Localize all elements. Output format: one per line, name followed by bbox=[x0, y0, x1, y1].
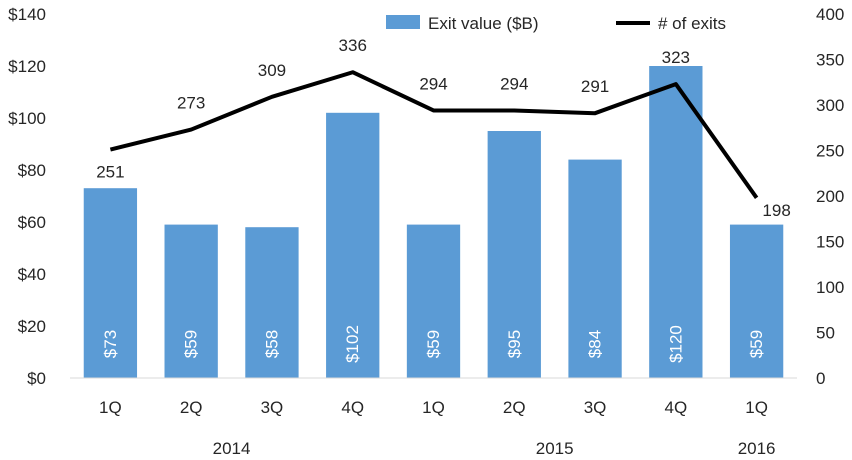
line-data-label: 336 bbox=[339, 36, 367, 55]
bar bbox=[487, 131, 541, 378]
line-data-label: 251 bbox=[96, 163, 124, 182]
left-axis-tick-label: $60 bbox=[18, 213, 46, 232]
bar bbox=[83, 188, 138, 378]
x-axis-tick-label: 2Q bbox=[503, 398, 526, 417]
x-axis-tick-label: 3Q bbox=[584, 398, 607, 417]
bar bbox=[568, 159, 622, 378]
bar-series bbox=[83, 66, 784, 379]
legend-bar-label: Exit value ($B) bbox=[428, 14, 539, 33]
bar bbox=[729, 224, 784, 378]
bar bbox=[245, 227, 299, 378]
line-data-label: 291 bbox=[581, 77, 609, 96]
right-axis-tick-label: 350 bbox=[816, 51, 844, 70]
x-axis-year-label: 2014 bbox=[213, 439, 251, 458]
x-axis-year-label: 2015 bbox=[536, 439, 574, 458]
bar-data-label: $59 bbox=[424, 330, 443, 358]
right-axis-tick-label: 100 bbox=[816, 278, 844, 297]
right-axis-tick-label: 50 bbox=[816, 324, 835, 343]
x-axis-year-label: 2016 bbox=[738, 439, 776, 458]
legend-bar-swatch bbox=[386, 15, 420, 29]
bar-data-label: $84 bbox=[586, 330, 605, 358]
left-axis-tick-label: $100 bbox=[8, 109, 46, 128]
x-axis-tick-label: 1Q bbox=[422, 398, 445, 417]
line-series bbox=[109, 70, 759, 199]
bar bbox=[326, 112, 380, 379]
x-axis-tick-label: 2Q bbox=[180, 398, 203, 417]
left-axis-tick-label: $120 bbox=[8, 57, 46, 76]
line-data-labels: 251 273 309 336 294 294 291 323 198 bbox=[96, 36, 791, 220]
line-data-label: 273 bbox=[177, 94, 205, 113]
right-axis-tick-label: 0 bbox=[816, 369, 825, 388]
left-axis-tick-label: $140 bbox=[8, 5, 46, 24]
x-axis-tick-label: 1Q bbox=[99, 398, 122, 417]
line-data-label: 323 bbox=[662, 48, 690, 67]
x-axis-tick-label: 4Q bbox=[664, 398, 687, 417]
right-axis: 0 50 100 150 200 250 300 350 400 bbox=[816, 5, 844, 388]
right-axis-tick-label: 300 bbox=[816, 96, 844, 115]
bar bbox=[164, 224, 218, 378]
left-axis-tick-label: $0 bbox=[27, 369, 46, 388]
bar-data-label: $120 bbox=[666, 325, 685, 363]
right-axis-tick-label: 150 bbox=[816, 233, 844, 252]
left-axis: $0 $20 $40 $60 $80 $100 $120 $140 bbox=[8, 5, 46, 388]
x-axis-tick-label: 1Q bbox=[745, 398, 768, 417]
left-axis-tick-label: $40 bbox=[18, 265, 46, 284]
x-axis: 1Q 2Q 3Q 4Q 1Q 2Q 3Q 4Q 1Q 2014 2015 2016 bbox=[70, 377, 797, 458]
bar bbox=[649, 66, 703, 378]
bar-data-label: $102 bbox=[343, 325, 362, 363]
right-axis-tick-label: 250 bbox=[816, 142, 844, 161]
left-axis-tick-label: $80 bbox=[18, 161, 46, 180]
line-data-label: 294 bbox=[500, 74, 528, 93]
left-axis-tick-label: $20 bbox=[18, 317, 46, 336]
x-axis-tick-label: 4Q bbox=[341, 398, 364, 417]
right-axis-tick-label: 200 bbox=[816, 187, 844, 206]
bar-data-labels: $73 $59 $58 $102 $59 $95 $84 $120 $59 bbox=[101, 325, 766, 363]
legend: Exit value ($B) # of exits bbox=[386, 14, 726, 33]
bar-data-label: $58 bbox=[262, 330, 281, 358]
line-path bbox=[109, 70, 759, 199]
bar-data-label: $95 bbox=[505, 330, 524, 358]
line-data-label: 294 bbox=[419, 74, 447, 93]
bar-data-label: $73 bbox=[101, 330, 120, 358]
bar-data-label: $59 bbox=[747, 330, 766, 358]
right-axis-tick-label: 400 bbox=[816, 5, 844, 24]
bar bbox=[406, 224, 461, 378]
bar-data-label: $59 bbox=[182, 330, 201, 358]
x-axis-tick-label: 3Q bbox=[261, 398, 284, 417]
line-data-label: 309 bbox=[258, 61, 286, 80]
line-data-label: 198 bbox=[762, 201, 790, 220]
legend-line-label: # of exits bbox=[658, 14, 726, 33]
